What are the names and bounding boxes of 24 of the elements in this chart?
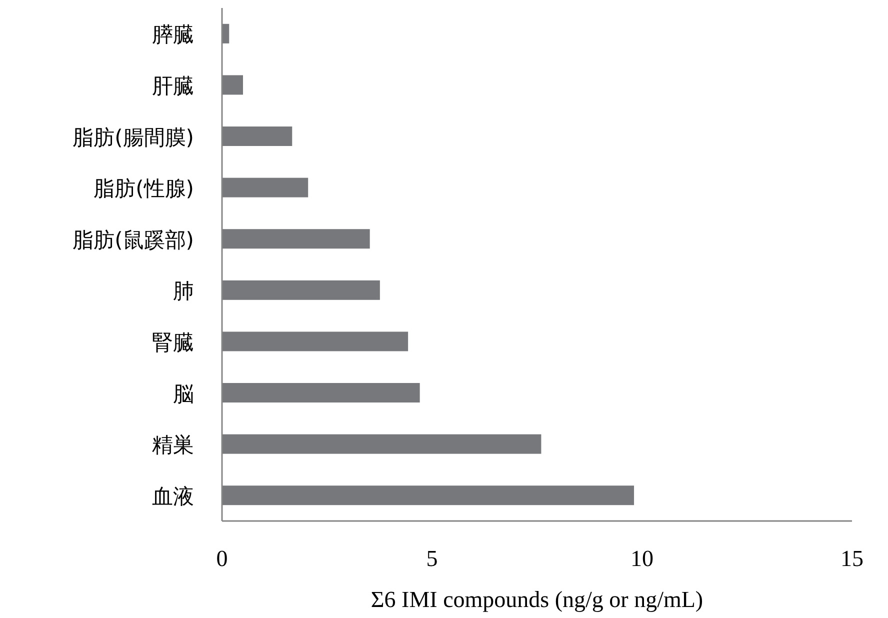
x-tick-label: 0 (216, 546, 228, 571)
bar (222, 332, 408, 352)
y-tick-label: 精巣 (152, 433, 194, 458)
y-tick-label: 肝臓 (152, 74, 194, 98)
x-tick-label: 5 (426, 546, 438, 571)
x-tick-label: 10 (630, 546, 654, 571)
bar (222, 434, 542, 454)
y-tick-label: 腎臓 (152, 330, 194, 354)
y-tick-label: 脂肪(鼠蹊部) (72, 228, 194, 252)
y-tick-label: 脂肪(腸間膜) (72, 125, 194, 150)
y-tick-label: 血液 (152, 484, 194, 508)
y-tick-label: 脂肪(性腺) (94, 176, 194, 201)
x-tick-label: 15 (840, 546, 864, 571)
bar (222, 280, 380, 300)
y-tick-label: 膵臓 (152, 22, 194, 47)
bar (222, 126, 292, 146)
y-tick-label: 肺 (173, 279, 194, 304)
bar (222, 75, 243, 95)
bar (222, 229, 370, 249)
bar (222, 486, 634, 506)
x-axis-title: Σ6 IMI compounds (ng/g or ng/mL) (370, 587, 704, 612)
bar (222, 383, 420, 402)
y-tick-label: 脳 (173, 382, 194, 406)
bar (222, 178, 308, 198)
